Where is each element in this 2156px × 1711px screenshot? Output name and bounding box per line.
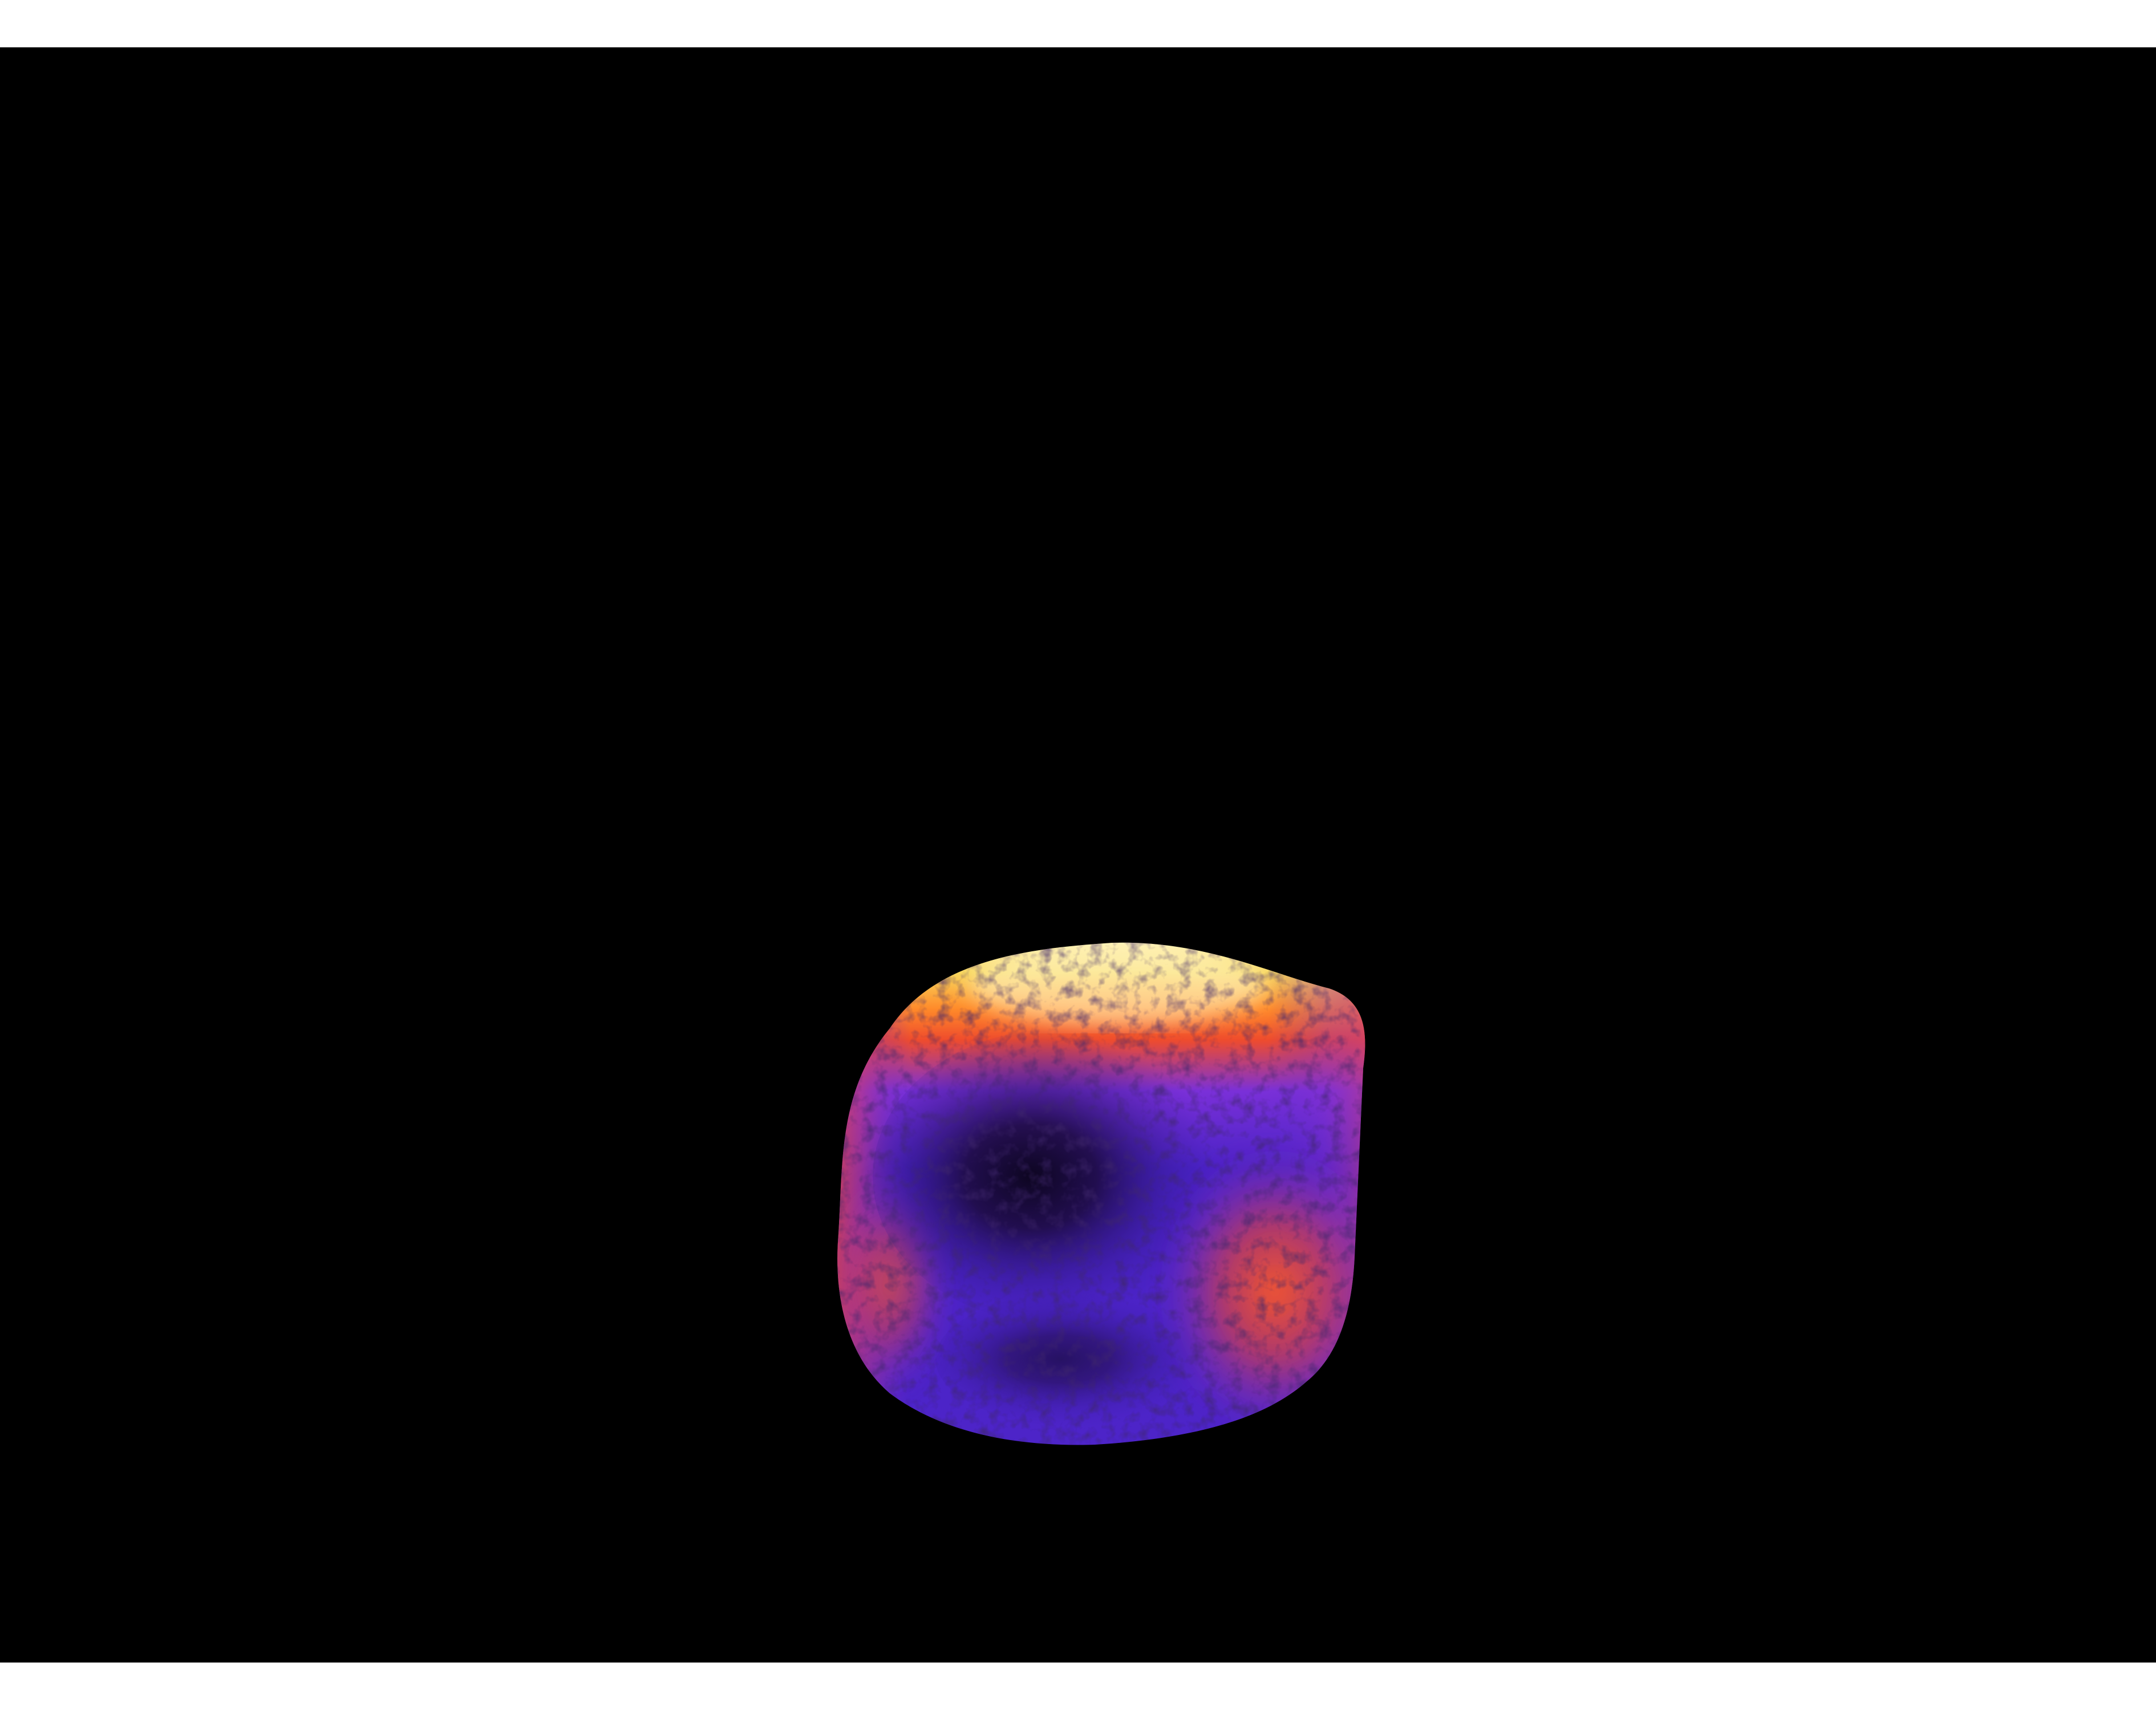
thermal-object xyxy=(837,942,1365,1445)
thermal-image xyxy=(0,47,2156,1663)
thermal-image-frame xyxy=(0,47,2156,1663)
